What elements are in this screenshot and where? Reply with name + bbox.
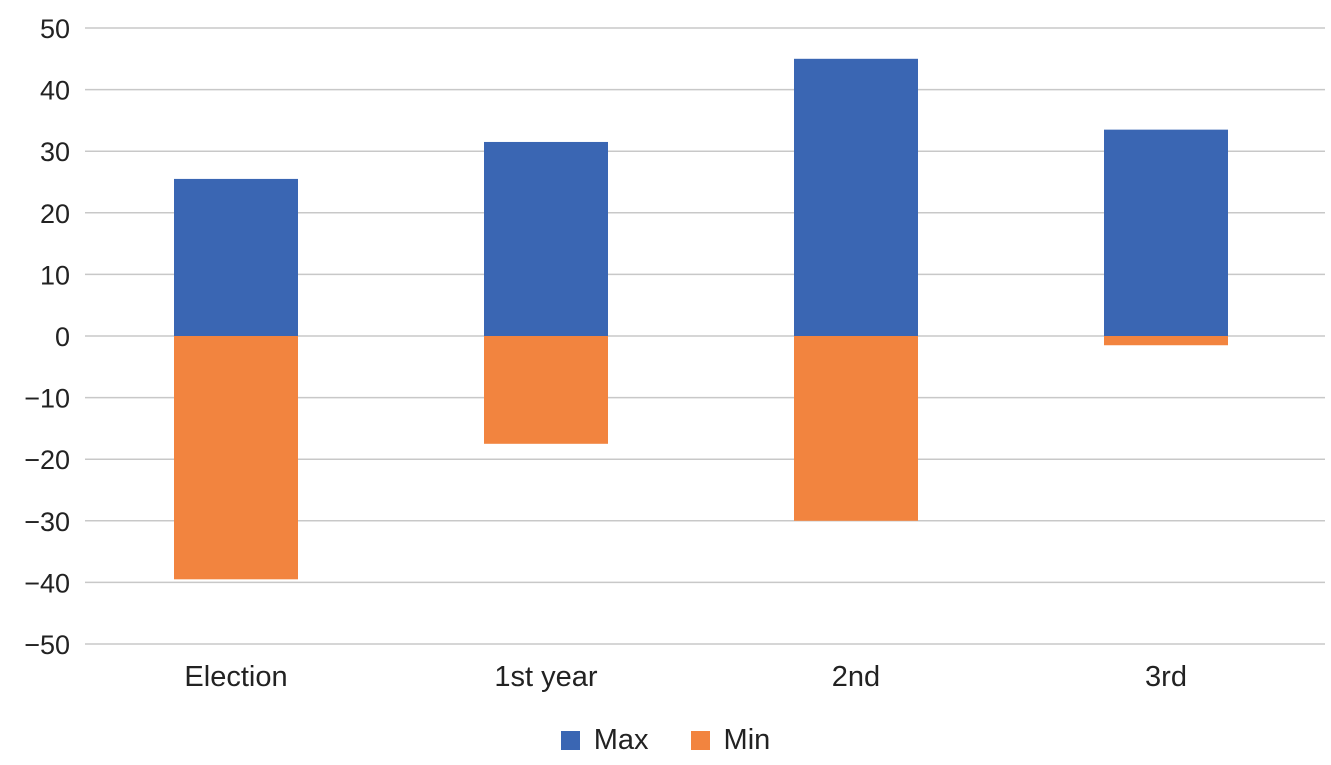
y-tick-label: 30	[40, 137, 70, 167]
y-tick-label: 10	[40, 260, 70, 290]
legend-item-min: Min	[690, 723, 771, 757]
bar-max-1	[484, 141, 608, 336]
y-tick-label: −30	[24, 507, 70, 537]
x-axis-ticks: Election 1st year 2nd 3rd	[184, 661, 1187, 693]
legend-swatch	[690, 730, 710, 750]
bar-min-1	[484, 336, 608, 444]
bar-min-2	[794, 336, 918, 521]
bar-min-3	[1104, 336, 1228, 346]
legend-label: Min	[723, 723, 771, 756]
y-axis-ticks: 50 40 30 20 10 0 −10 −20 −30 −40 −50	[24, 14, 70, 660]
bar-chart: 50 40 30 20 10 0 −10 −20 −30 −40 −50 Election 1st y…	[24, 14, 1325, 693]
legend-swatch	[560, 730, 580, 750]
bar-max-0	[174, 178, 298, 336]
y-tick-label: −10	[24, 384, 70, 414]
y-tick-label: −50	[24, 630, 70, 660]
y-tick-label: −20	[24, 445, 70, 475]
y-tick-label: 50	[40, 14, 70, 44]
x-tick-label: Election	[184, 661, 287, 693]
legend-item-max: Max	[560, 723, 649, 757]
bars	[174, 58, 1228, 580]
bar-max-2	[794, 58, 918, 337]
x-tick-label: 1st year	[494, 661, 597, 693]
y-tick-label: 20	[40, 199, 70, 229]
y-tick-label: 0	[55, 322, 70, 352]
x-tick-label: 3rd	[1145, 661, 1187, 693]
y-tick-label: 40	[40, 76, 70, 106]
legend: Max Min	[0, 720, 1331, 760]
legend-label: Max	[593, 723, 649, 756]
bar-min-0	[174, 336, 298, 580]
x-tick-label: 2nd	[832, 661, 880, 693]
bar-max-3	[1104, 129, 1228, 336]
y-tick-label: −40	[24, 568, 70, 598]
